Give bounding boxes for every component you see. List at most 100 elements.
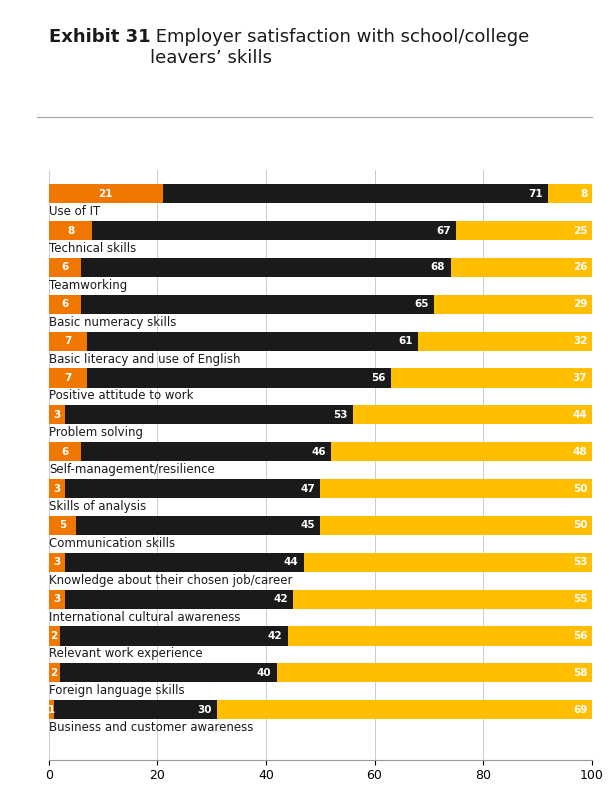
Text: 48: 48 xyxy=(573,447,587,457)
Text: 25: 25 xyxy=(573,225,587,235)
Bar xyxy=(277,663,592,683)
Bar xyxy=(49,663,60,683)
Bar xyxy=(81,442,331,461)
Bar xyxy=(49,442,81,461)
Text: 21: 21 xyxy=(99,188,113,199)
Text: 45: 45 xyxy=(300,520,315,530)
Bar xyxy=(391,368,592,388)
Bar xyxy=(293,590,592,608)
Text: 50: 50 xyxy=(573,483,587,494)
Text: Technical skills: Technical skills xyxy=(49,242,136,255)
Bar xyxy=(304,553,592,572)
Text: 32: 32 xyxy=(573,336,587,346)
Text: Use of IT: Use of IT xyxy=(49,205,100,218)
Text: 68: 68 xyxy=(431,263,445,272)
Text: 69: 69 xyxy=(573,705,587,715)
Text: 40: 40 xyxy=(257,668,271,678)
Bar xyxy=(49,590,65,608)
Bar xyxy=(65,406,353,424)
Bar xyxy=(49,184,163,204)
Bar xyxy=(81,258,451,277)
Bar xyxy=(49,331,87,351)
Bar xyxy=(456,221,592,240)
Text: Exhibit 31: Exhibit 31 xyxy=(49,28,151,46)
Text: 3: 3 xyxy=(53,410,60,420)
Bar xyxy=(65,553,304,572)
Text: 44: 44 xyxy=(573,410,587,420)
Text: 3: 3 xyxy=(53,558,60,567)
Text: 44: 44 xyxy=(284,558,298,567)
Text: Communication skills: Communication skills xyxy=(49,537,175,550)
Bar xyxy=(65,590,293,608)
Text: 7: 7 xyxy=(64,373,71,383)
Text: 47: 47 xyxy=(300,483,315,494)
Text: Basic numeracy skills: Basic numeracy skills xyxy=(49,316,176,329)
Bar xyxy=(288,626,592,646)
Text: 53: 53 xyxy=(573,558,587,567)
Text: 46: 46 xyxy=(311,447,326,457)
Bar xyxy=(87,368,391,388)
Text: 55: 55 xyxy=(573,594,587,604)
Text: 3: 3 xyxy=(53,483,60,494)
Text: 6: 6 xyxy=(62,299,69,309)
Bar xyxy=(65,479,320,499)
Text: 3: 3 xyxy=(53,594,60,604)
Bar xyxy=(60,626,288,646)
Bar xyxy=(76,516,320,535)
Bar xyxy=(353,406,592,424)
Bar xyxy=(217,701,592,719)
Bar xyxy=(49,295,81,314)
Text: 29: 29 xyxy=(573,299,587,309)
Bar xyxy=(49,406,65,424)
Text: Positive attitude to work: Positive attitude to work xyxy=(49,389,193,402)
Text: 67: 67 xyxy=(436,225,451,235)
Text: International cultural awareness: International cultural awareness xyxy=(49,611,240,624)
Bar xyxy=(49,516,76,535)
Bar xyxy=(49,479,65,499)
Text: 58: 58 xyxy=(573,668,587,678)
Text: Basic literacy and use of English: Basic literacy and use of English xyxy=(49,352,240,365)
Bar xyxy=(54,701,217,719)
Bar xyxy=(163,184,548,204)
Text: 37: 37 xyxy=(573,373,587,383)
Text: 6: 6 xyxy=(62,263,69,272)
Text: Problem solving: Problem solving xyxy=(49,427,143,440)
Text: 2: 2 xyxy=(51,631,58,641)
Text: 50: 50 xyxy=(573,520,587,530)
Bar xyxy=(87,331,418,351)
Text: 26: 26 xyxy=(573,263,587,272)
Text: 7: 7 xyxy=(64,336,71,346)
Bar xyxy=(320,516,592,535)
Bar xyxy=(49,258,81,277)
Text: 8: 8 xyxy=(67,225,74,235)
Text: 56: 56 xyxy=(573,631,587,641)
Bar xyxy=(49,221,92,240)
Legend: Very satisfied, Satisfied, Not satisfied: Very satisfied, Satisfied, Not satisfied xyxy=(55,804,367,808)
Bar xyxy=(434,295,592,314)
Text: 53: 53 xyxy=(333,410,348,420)
Bar xyxy=(451,258,592,277)
Text: Foreign language skills: Foreign language skills xyxy=(49,684,184,697)
Text: Skills of analysis: Skills of analysis xyxy=(49,500,146,513)
Text: 42: 42 xyxy=(273,594,288,604)
Text: 5: 5 xyxy=(59,520,66,530)
Text: 61: 61 xyxy=(398,336,412,346)
Text: 56: 56 xyxy=(371,373,386,383)
Text: 2: 2 xyxy=(51,668,58,678)
Text: 42: 42 xyxy=(268,631,282,641)
Bar xyxy=(320,479,592,499)
Bar xyxy=(49,368,87,388)
Text: 71: 71 xyxy=(528,188,543,199)
Bar xyxy=(49,626,60,646)
Text: 30: 30 xyxy=(197,705,212,715)
Text: 65: 65 xyxy=(414,299,429,309)
Bar xyxy=(60,663,277,683)
Bar xyxy=(331,442,592,461)
Text: Self-management/resilience: Self-management/resilience xyxy=(49,463,215,476)
Bar xyxy=(548,184,592,204)
Bar xyxy=(418,331,592,351)
Bar xyxy=(49,701,54,719)
Text: Relevant work experience: Relevant work experience xyxy=(49,647,203,660)
Bar xyxy=(49,553,65,572)
Text: 8: 8 xyxy=(580,188,587,199)
